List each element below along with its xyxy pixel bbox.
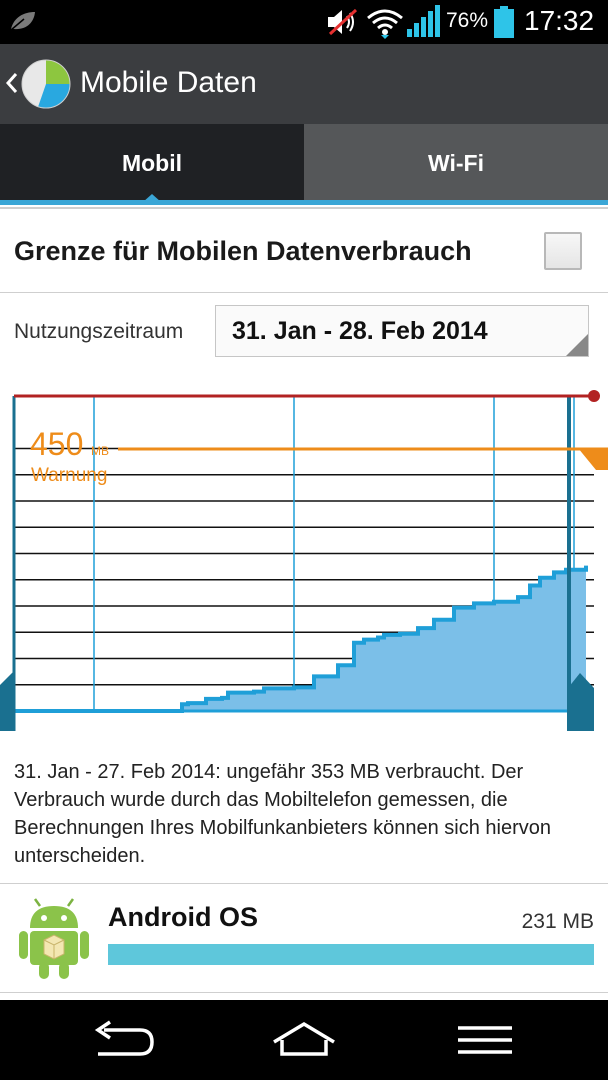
wifi-icon — [367, 9, 403, 39]
divider — [0, 883, 608, 884]
warning-unit: MB — [91, 444, 109, 458]
period-dropdown[interactable]: 31. Jan - 28. Feb 2014 — [215, 305, 589, 357]
back-chevron-icon[interactable] — [2, 68, 20, 98]
tab-wifi[interactable]: Wi-Fi — [304, 124, 608, 202]
tab-underline — [0, 200, 608, 205]
usage-area — [14, 565, 586, 711]
android-robot-icon — [19, 898, 89, 979]
limit-row[interactable]: Grenze für Mobilen Datenverbrauch — [0, 210, 608, 292]
back-icon[interactable] — [82, 1018, 162, 1062]
limit-handle[interactable] — [588, 390, 600, 402]
limit-checkbox[interactable] — [544, 232, 582, 270]
tab-bar: Mobil Wi-Fi — [0, 124, 608, 202]
app-usage-row[interactable]: Android OS 231 MB — [0, 884, 608, 992]
usage-summary: 31. Jan - 27. Feb 2014: ungefähr 353 MB … — [14, 761, 552, 867]
pie-chart-icon — [21, 59, 71, 109]
menu-icon[interactable] — [446, 1018, 526, 1062]
period-label: Nutzungszeitraum — [14, 320, 184, 343]
divider — [0, 292, 608, 293]
right-drag-handle[interactable] — [568, 673, 594, 731]
divider — [0, 992, 608, 993]
clock: 17:32 — [524, 5, 595, 36]
tab-mobil[interactable]: Mobil — [0, 124, 304, 202]
status-bar: 76% 17:32 — [0, 0, 608, 44]
warning-label: Warnung — [31, 465, 107, 486]
app-name: Android OS — [108, 902, 258, 932]
usage-chart[interactable]: 450 MB Warnung — [0, 385, 608, 735]
dropdown-corner-icon — [566, 334, 588, 356]
selected-tab-indicator — [143, 194, 161, 202]
divider — [0, 207, 608, 209]
left-drag-handle[interactable] — [0, 671, 14, 731]
signal-icon — [407, 5, 440, 37]
leaf-icon — [10, 12, 35, 31]
warning-handle[interactable] — [578, 448, 608, 470]
battery-percent: 76% — [446, 9, 489, 32]
limit-label: Grenze für Mobilen Datenverbrauch — [14, 236, 472, 266]
home-icon[interactable] — [264, 1018, 344, 1062]
battery-icon — [494, 6, 514, 38]
app-usage-bar — [108, 944, 594, 965]
warning-value: 450 — [30, 426, 83, 462]
period-value: 31. Jan - 28. Feb 2014 — [232, 317, 488, 345]
tab-mobil-label: Mobil — [121, 149, 183, 176]
navigation-bar — [0, 1000, 608, 1080]
mute-icon — [328, 8, 358, 36]
app-usage-fill — [108, 944, 594, 965]
usage-line — [14, 565, 588, 713]
app-size: 231 MB — [521, 910, 594, 933]
tab-wifi-label: Wi-Fi — [428, 149, 484, 176]
action-bar: Mobile Daten — [0, 44, 608, 124]
page-title: Mobile Daten — [80, 66, 257, 99]
